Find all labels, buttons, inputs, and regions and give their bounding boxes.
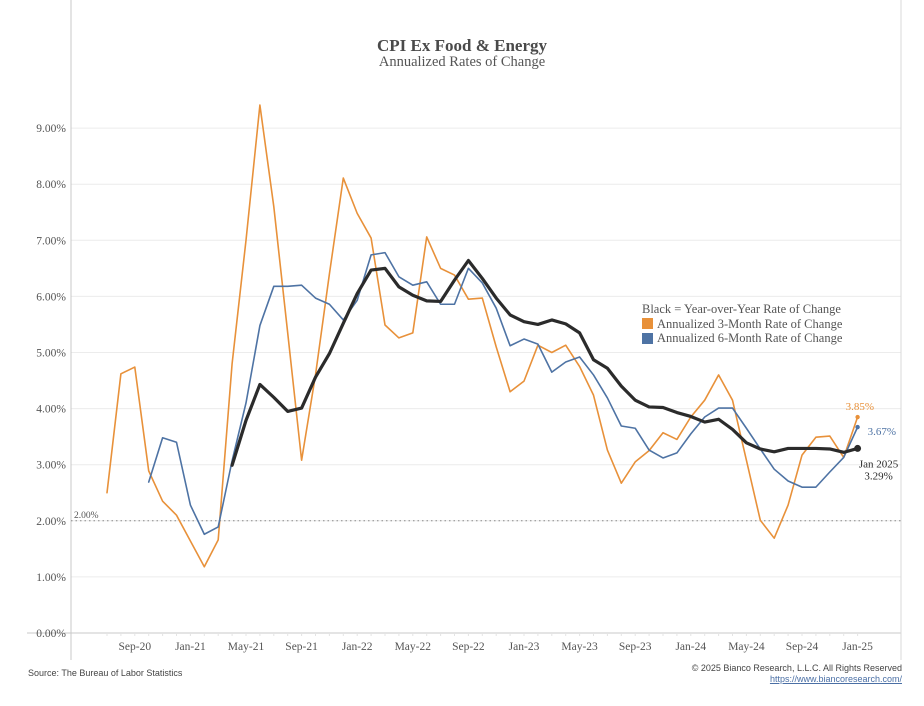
y-tick-label: 4.00% [36, 404, 66, 416]
y-tick-label: 3.00% [36, 460, 66, 472]
legend: Black = Year-over-Year Rate of Change An… [642, 302, 842, 346]
x-axis-ticks: Sep-20 Jan-21 May-21 Sep-21 Jan-22 May-22 Sep-… [106, 633, 873, 653]
legend-label-6m: Annualized 6-Month Rate of Change [657, 331, 843, 345]
chart-title: CPI Ex Food & Energy [377, 36, 547, 55]
reference-line-group: 2.00% [71, 511, 901, 522]
y-tick-label: 6.00% [36, 291, 66, 303]
annotation-yoy-value: 3.29% [864, 470, 892, 482]
axes [27, 0, 902, 660]
source-note: Source: The Bureau of Labor Statistics [28, 668, 183, 678]
series-3m-line [106, 104, 859, 568]
x-tick-label: Jan-22 [342, 641, 373, 653]
x-tick-label: Jan-21 [175, 641, 206, 653]
x-tick-label: Sep-23 [619, 641, 652, 653]
x-tick-label: Sep-24 [786, 641, 819, 653]
website-link[interactable]: https://www.biancoresearch.com/ [769, 674, 902, 684]
annotation-6m-end: 3.67% [868, 426, 896, 438]
legend-header-row: Black = Year-over-Year Rate of Change [642, 302, 842, 317]
end-marker [855, 414, 860, 420]
x-tick-label: Jan-25 [842, 641, 873, 653]
series-6m-line [147, 251, 859, 536]
x-tick-label: Jan-24 [675, 641, 706, 653]
legend-swatch-3m [642, 318, 653, 330]
x-tick-label: May-21 [228, 641, 265, 653]
annotation-yoy-date: Jan 2025 [859, 458, 899, 470]
y-tick-label: 8.00% [36, 179, 66, 191]
y-tick-label: 0.00% [36, 628, 66, 640]
annotation-3m-end: 3.85% [846, 401, 874, 413]
x-tick-label: May-22 [395, 641, 432, 653]
chart-subtitle: Annualized Rates of Change [378, 54, 546, 70]
end-marker [855, 424, 860, 430]
x-tick-label: Sep-20 [119, 641, 152, 653]
end-marker [854, 444, 862, 452]
series-6m-line-group [147, 251, 860, 536]
series-3m-line-group [106, 104, 860, 568]
x-tick-label: Sep-22 [452, 641, 485, 653]
y-axis-ticks: 0.00% 1.00% 2.00% 3.00% 4.00% 5.00% 6.00% 7.00%… [36, 123, 66, 640]
legend-swatch-6m [642, 332, 653, 344]
y-tick-label: 5.00% [36, 348, 66, 360]
y-tick-label: 2.00% [36, 516, 66, 528]
legend-label-3m: Annualized 3-Month Rate of Change [657, 316, 843, 331]
x-tick-label: Jan-23 [509, 641, 540, 653]
x-tick-label: May-24 [728, 641, 765, 653]
legend-item-3m: Annualized 3-Month Rate of Change [642, 317, 842, 332]
legend-item-6m: Annualized 6-Month Rate of Change [642, 331, 842, 346]
x-tick-label: May-23 [561, 641, 598, 653]
y-tick-label: 7.00% [36, 235, 66, 247]
series-yoy-line [230, 258, 860, 467]
reference-line-label: 2.00% [74, 511, 99, 521]
x-tick-label: Sep-21 [285, 641, 318, 653]
copyright-block: © 2025 Bianco Research, L.L.C. All Right… [692, 663, 902, 685]
y-tick-label: 9.00% [36, 123, 66, 135]
legend-header: Black = Year-over-Year Rate of Change [642, 302, 841, 316]
gridlines [71, 127, 901, 578]
series-yoy-line-group [230, 258, 862, 467]
copyright-text: © 2025 Bianco Research, L.L.C. All Right… [691, 663, 902, 673]
y-tick-label: 1.00% [36, 572, 66, 584]
series-lines [106, 104, 862, 568]
